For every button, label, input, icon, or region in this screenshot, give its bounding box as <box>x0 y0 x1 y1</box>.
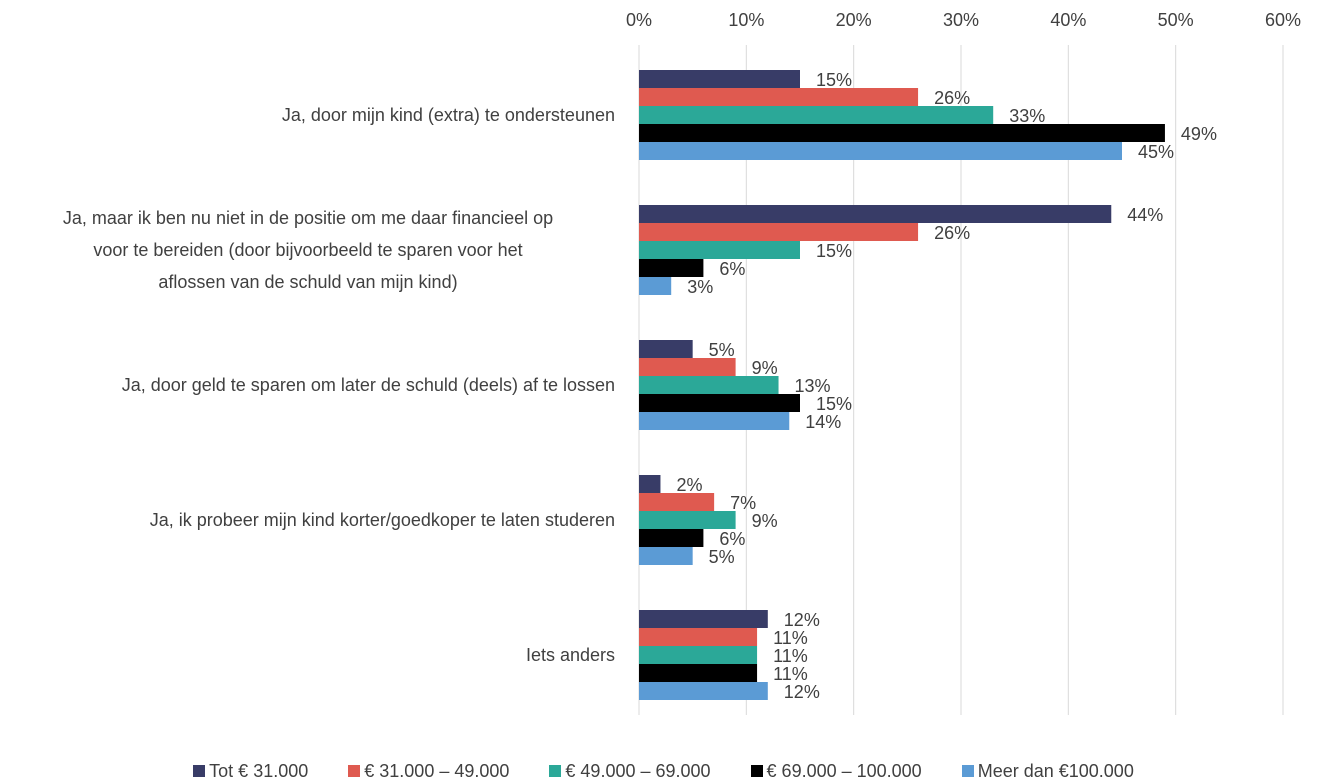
x-tick-label: 50% <box>1158 10 1194 30</box>
bar <box>639 241 800 259</box>
legend-item: Meer dan €100.000 <box>961 760 1134 782</box>
bar <box>639 358 736 376</box>
bar <box>639 610 768 628</box>
bar <box>639 124 1165 142</box>
data-label: 11% <box>773 646 808 666</box>
data-label: 49% <box>1181 124 1217 144</box>
category-label: Ja, door geld te sparen om later de schu… <box>122 375 615 395</box>
legend-swatch <box>750 765 763 777</box>
data-label: 6% <box>719 529 745 549</box>
bar <box>639 511 736 529</box>
legend-label: Tot € 31.000 <box>209 760 309 781</box>
bar <box>639 529 704 547</box>
data-label: 15% <box>816 394 852 414</box>
bar <box>639 70 800 88</box>
legend-label: Meer dan €100.000 <box>977 760 1134 781</box>
x-tick-label: 10% <box>728 10 764 30</box>
bar <box>639 277 672 295</box>
bar <box>639 223 919 241</box>
bar <box>639 493 715 511</box>
bar <box>639 664 758 682</box>
bar <box>639 340 693 358</box>
bar <box>639 205 1112 223</box>
legend-label: € 49.000 – 69.000 <box>565 760 711 781</box>
data-label: 5% <box>709 340 735 360</box>
legend-swatch <box>549 765 562 777</box>
data-label: 13% <box>795 376 831 396</box>
legend-swatch <box>193 765 206 777</box>
data-label: 12% <box>784 610 820 630</box>
data-label: 6% <box>719 259 745 279</box>
data-label: 33% <box>1009 106 1045 126</box>
x-tick-label: 30% <box>943 10 979 30</box>
data-label: 15% <box>816 241 852 261</box>
bar <box>639 376 779 394</box>
legend-item: € 49.000 – 69.000 <box>549 760 711 782</box>
bar <box>639 682 768 700</box>
data-label: 12% <box>784 682 820 702</box>
legend-label: € 69.000 – 100.000 <box>766 760 922 781</box>
data-label: 26% <box>934 223 970 243</box>
legend-item: Tot € 31.000 <box>193 761 308 782</box>
data-label: 5% <box>709 547 735 567</box>
bar <box>639 106 994 124</box>
legend-item: € 69.000 – 100.000 <box>750 760 922 782</box>
x-tick-label: 20% <box>836 10 872 30</box>
bar-chart-svg: 0% 10% 20% 30% 40% 50% 60% 15% 26% 33% 49% 45% Ja, d… <box>63 10 1301 715</box>
legend: Tot € 31.000 € 31.000 – 49.000 € 49.000 – … <box>0 760 1327 782</box>
x-tick-label: 60% <box>1265 10 1301 30</box>
legend-item: € 31.000 – 49.000 <box>348 761 509 782</box>
data-label: 26% <box>934 88 970 108</box>
bar <box>639 412 790 430</box>
category-label: aflossen van de schuld van mijn kind) <box>158 272 457 292</box>
data-label: 44% <box>1127 205 1163 225</box>
category-label: Ja, ik probeer mijn kind korter/goedkope… <box>150 510 615 530</box>
data-label: 45% <box>1138 142 1174 162</box>
category-label: voor te bereiden (door bijvoorbeeld te s… <box>93 240 522 260</box>
legend-label: € 31.000 – 49.000 <box>364 760 510 781</box>
x-tick-label: 40% <box>1050 10 1086 30</box>
category-label: Iets anders <box>526 645 615 665</box>
data-label: 2% <box>676 475 702 495</box>
legend-swatch <box>961 765 974 777</box>
x-tick-label: 0% <box>626 10 652 30</box>
data-label: 9% <box>752 358 778 378</box>
data-label: 11% <box>773 628 808 648</box>
bar <box>639 547 693 565</box>
data-label: 9% <box>752 511 778 531</box>
bar <box>639 628 758 646</box>
category-label: Ja, door mijn kind (extra) te ondersteun… <box>282 105 615 125</box>
data-label: 14% <box>805 412 841 432</box>
legend-swatch <box>348 765 361 777</box>
bar <box>639 259 704 277</box>
data-label: 11% <box>773 664 808 684</box>
bar <box>639 142 1122 160</box>
data-label: 7% <box>730 493 756 513</box>
category-label: Ja, maar ik ben nu niet in de positie om… <box>63 208 553 228</box>
data-label: 3% <box>687 277 713 297</box>
bar <box>639 394 800 412</box>
bar <box>639 475 661 493</box>
bar <box>639 88 919 106</box>
data-label: 15% <box>816 70 852 90</box>
bar <box>639 646 758 664</box>
